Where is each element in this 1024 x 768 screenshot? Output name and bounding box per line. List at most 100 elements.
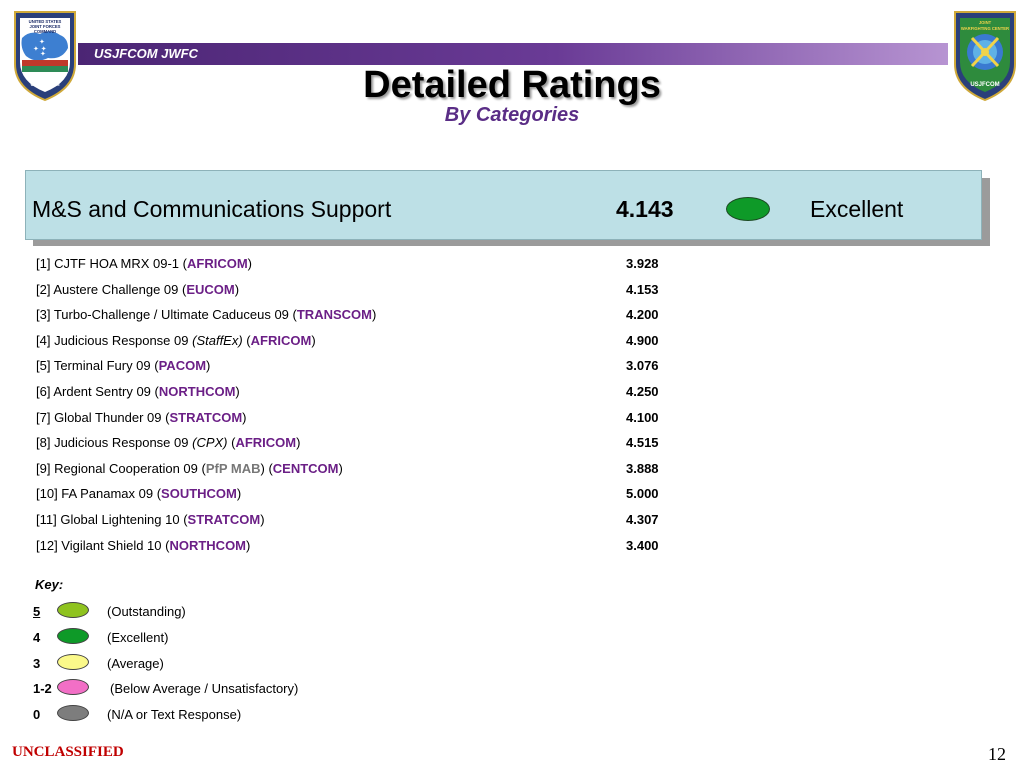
key-item: 0 (N/A or Text Response): [33, 705, 433, 727]
closing-paren: ): [236, 486, 242, 502]
category-name: M&S and Communications Support: [32, 196, 392, 222]
closing-paren: ): [260, 512, 265, 527]
page-number: 12: [988, 744, 1006, 764]
closing-paren: ): [246, 537, 251, 553]
exercise-name: [10] FA Panamax 09 (: [36, 486, 162, 502]
closing-paren: ): [235, 384, 240, 399]
key-value: 0: [33, 707, 41, 723]
category-summary-box: M&S and Communications Support 4.143 Exc…: [25, 170, 982, 240]
exercise-score: 3.076: [626, 358, 659, 374]
page-title: Detailed Ratings: [363, 64, 661, 106]
rating-row: [2] Austere Challenge 09 (EUCOM) 4.153: [36, 282, 736, 302]
exercise-note: (StaffEx): [192, 332, 243, 348]
svg-text:COMMAND: COMMAND: [34, 29, 56, 34]
category-score: 4.143: [616, 196, 674, 222]
exercise-score: 4.515: [626, 435, 659, 451]
category-rating-label: Excellent: [810, 196, 904, 222]
exercise-label: [4] Judicious Response 09 (StaffEx) (AFR…: [36, 332, 316, 348]
exercise-name: [1] CJTF HOA MRX 09-1 (: [36, 256, 187, 271]
closing-paren: ): [242, 409, 247, 425]
exercise-mab: PfP MAB: [205, 460, 261, 476]
key-value: 5: [33, 604, 41, 619]
combatant-command: SOUTHCOM: [161, 486, 237, 502]
combatant-command: TRANSCOM: [296, 307, 372, 323]
combatant-command: EUCOM: [186, 281, 235, 297]
svg-text:✦ ✦: ✦ ✦: [33, 45, 47, 53]
combatant-command: PACOM: [158, 358, 207, 374]
key-color-swatch: [57, 653, 89, 670]
exercise-label: [7] Global Thunder 09 (STRATCOM): [36, 410, 247, 425]
combatant-command: STRATCOM: [169, 409, 243, 425]
key-item: 1-2 (Below Average / Unsatisfactory): [33, 679, 433, 701]
key-color-swatch: [57, 602, 89, 618]
exercise-label: [11] Global Lightening 10 (STRATCOM): [36, 512, 265, 527]
key-value: 3: [33, 655, 41, 671]
exercise-score: 4.900: [626, 332, 659, 348]
svg-text:✦: ✦: [40, 50, 46, 58]
exercise-score: 4.100: [626, 409, 659, 425]
svg-text:UNITED STATES: UNITED STATES: [29, 19, 62, 24]
left-logo-text: UNITED STATES JOINT FORCES COMMAND USJFC…: [29, 19, 62, 88]
exercise-label: [12] Vigilant Shield 10 (NORTHCOM): [36, 538, 250, 553]
key-label: (Average): [107, 655, 164, 671]
exercise-score: 3.888: [626, 460, 659, 476]
rating-row: [10] FA Panamax 09 (SOUTHCOM) 5.000: [36, 486, 736, 506]
exercise-name: [6] Ardent Sentry 09 (: [36, 384, 159, 399]
svg-text:USJFCOM: USJFCOM: [970, 82, 999, 88]
page-subtitle: By Categories: [444, 104, 580, 126]
rating-row: [6] Ardent Sentry 09 (NORTHCOM) 4.250: [36, 384, 736, 404]
svg-text:WARFIGHTING CENTER: WARFIGHTING CENTER: [961, 26, 1009, 31]
key-label: (Outstanding): [107, 604, 186, 619]
rating-row: [5] Terminal Fury 09 (PACOM) 3.076: [36, 358, 736, 378]
svg-text:JOINT FORCES: JOINT FORCES: [30, 24, 61, 29]
key-label: (Excellent): [107, 629, 169, 645]
key-value: 1-2: [33, 681, 52, 697]
exercise-score: 3.928: [626, 256, 659, 271]
exercise-score: 4.200: [626, 307, 659, 323]
exercise-note: (CPX): [192, 435, 228, 451]
key-value: 4: [33, 629, 41, 645]
combatant-command: AFRICOM: [235, 435, 297, 451]
key-item: 4 (Excellent): [33, 627, 433, 650]
exercise-score: 4.307: [626, 512, 659, 527]
closing-paren: ): [296, 435, 301, 451]
closing-paren: ): [206, 358, 211, 374]
rating-row: [8] Judicious Response 09 (CPX) (AFRICOM…: [36, 435, 736, 455]
rating-row: [11] Global Lightening 10 (STRATCOM) 4.30…: [36, 512, 736, 532]
usjfcom-seal-icon: ✦ ✦ ✦ ✦ UNITED STATES JOINT FORCES COMMA…: [14, 11, 76, 102]
exercise-label: [2] Austere Challenge 09 (EUCOM): [36, 282, 239, 297]
header-banner: USJFCOM JWFC: [78, 43, 948, 65]
svg-text:JOINT: JOINT: [979, 20, 992, 25]
jwfc-seal-icon: JOINT WARFIGHTING CENTER USJFCOM: [954, 11, 1016, 102]
svg-text:USJFCOM: USJFCOM: [30, 82, 59, 88]
category-rating-indicator: [726, 197, 770, 221]
rating-row: [3] Turbo-Challenge / Ultimate Caduceus …: [36, 307, 736, 327]
rating-row: [1] CJTF HOA MRX 09-1 (AFRICOM) 3.928: [36, 256, 736, 276]
exercise-name: [11] Global Lightening 10 (: [36, 512, 188, 527]
closing-paren: ): [371, 307, 377, 323]
exercise-label: [9] Regional Cooperation 09 (PfP MAB) (C…: [36, 460, 343, 476]
key-label: (Below Average / Unsatisfactory): [110, 681, 299, 697]
svg-text:✦: ✦: [39, 38, 45, 46]
combatant-command: CENTCOM: [272, 460, 339, 476]
key-color-swatch: [57, 679, 89, 696]
exercise-score: 4.153: [626, 281, 659, 297]
exercise-score: 4.250: [626, 384, 659, 399]
key-color-swatch: [57, 705, 89, 722]
exercise-name: [2] Austere Challenge 09 (: [36, 281, 187, 297]
combatant-command: STRATCOM: [187, 512, 261, 527]
closing-paren: ): [247, 256, 252, 271]
rating-row: [9] Regional Cooperation 09 (PfP MAB) (C…: [36, 461, 736, 481]
rating-row: [4] Judicious Response 09 (StaffEx) (AFR…: [36, 333, 736, 353]
exercise-name: [9] Regional Cooperation 09 (: [36, 460, 206, 476]
rating-row: [12] Vigilant Shield 10 (NORTHCOM) 3.400: [36, 538, 736, 558]
right-logo-text: JOINT WARFIGHTING CENTER USJFCOM: [961, 20, 1009, 88]
classification-label: UNCLASSIFIED: [12, 744, 124, 760]
rating-row: [7] Global Thunder 09 (STRATCOM) 4.100: [36, 410, 736, 430]
exercise-label: [6] Ardent Sentry 09 (NORTHCOM): [36, 384, 240, 399]
exercise-label: [8] Judicious Response 09 (CPX) (AFRICOM…: [36, 435, 301, 451]
exercise-score: 3.400: [626, 537, 659, 553]
combatant-command: AFRICOM: [250, 332, 312, 348]
combatant-command: NORTHCOM: [158, 384, 236, 399]
exercise-name: [12] Vigilant Shield 10 (: [36, 537, 170, 553]
